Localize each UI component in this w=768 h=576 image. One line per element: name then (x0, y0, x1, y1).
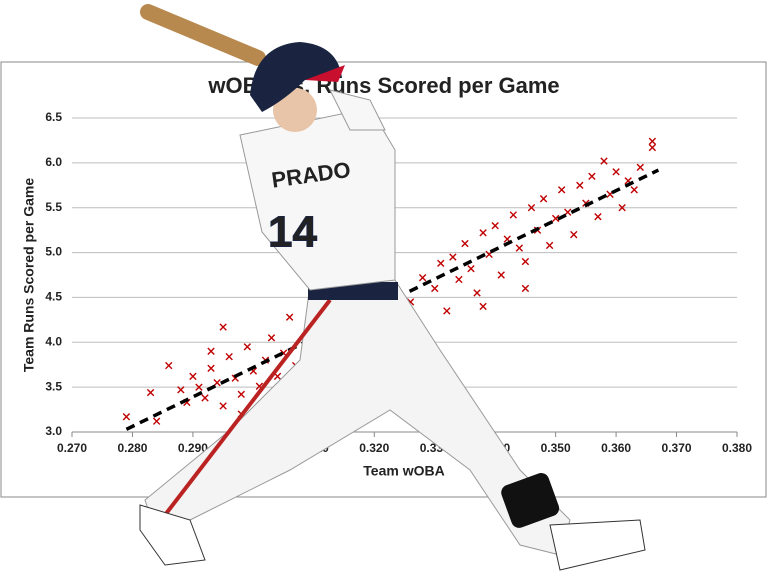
y-tick-label: 6.0 (45, 155, 62, 169)
x-tick-label: 0.380 (722, 441, 752, 455)
y-tick-label: 5.0 (45, 245, 62, 259)
point (243, 343, 252, 351)
point (443, 307, 451, 315)
point (225, 352, 233, 361)
shoe (549, 519, 646, 571)
y-tick-label: 6.5 (45, 110, 62, 124)
point (455, 275, 463, 284)
point (479, 229, 487, 237)
bat (140, 4, 266, 66)
shoe (139, 504, 206, 566)
point (612, 168, 620, 176)
point (213, 378, 221, 387)
point (431, 284, 439, 293)
point (594, 212, 602, 221)
point (521, 257, 530, 266)
point (618, 204, 626, 212)
point (461, 239, 469, 248)
point (539, 195, 548, 203)
point (570, 230, 578, 239)
y-tick-label: 4.0 (45, 334, 62, 348)
y-tick-label: 5.5 (45, 200, 62, 214)
point (449, 253, 457, 261)
point (497, 271, 505, 279)
point (521, 284, 530, 293)
point (545, 241, 554, 250)
point (195, 383, 203, 391)
point (515, 244, 524, 252)
point (588, 172, 596, 181)
point (473, 289, 481, 297)
jersey-number: 14 (268, 208, 317, 257)
helmet-brim (305, 65, 345, 82)
y-axis-label: Team Runs Scored per Game (21, 178, 37, 372)
point (551, 214, 560, 223)
x-axis-label: Team wOBA (363, 463, 444, 479)
point (219, 323, 227, 331)
point (630, 186, 638, 194)
x-tick-label: 0.370 (662, 441, 692, 455)
point (636, 163, 644, 172)
point (648, 137, 657, 146)
point (237, 390, 245, 399)
leg-guard (501, 473, 560, 528)
face (273, 88, 317, 132)
point (437, 259, 445, 268)
y-tick-label: 3.5 (45, 379, 62, 393)
point (576, 181, 584, 189)
point (207, 364, 215, 372)
point (285, 313, 294, 321)
helmet (250, 42, 342, 112)
point (177, 386, 185, 394)
point (152, 417, 161, 425)
point (201, 394, 209, 402)
point (165, 361, 173, 370)
pants (144, 279, 571, 556)
point (189, 372, 197, 381)
point (600, 157, 608, 165)
pants-stripe (163, 298, 332, 517)
x-tick-label: 0.320 (359, 441, 389, 455)
trendline (125, 168, 660, 431)
point (267, 334, 276, 342)
point (122, 413, 131, 421)
point (219, 402, 227, 410)
point (491, 221, 499, 230)
point (509, 211, 518, 219)
point (146, 388, 155, 397)
x-tick-label: 0.280 (117, 441, 147, 455)
x-tick-label: 0.270 (57, 441, 87, 455)
point (418, 273, 427, 282)
y-tick-label: 4.5 (45, 290, 62, 304)
point (207, 347, 215, 355)
point (557, 186, 566, 194)
y-tick-label: 3.0 (45, 424, 62, 438)
x-tick-label: 0.290 (178, 441, 208, 455)
arm (329, 89, 386, 131)
point (527, 204, 536, 212)
x-tick-label: 0.350 (541, 441, 571, 455)
player-photo: PRADO 14 (139, 4, 646, 571)
point (648, 143, 657, 152)
x-tick-label: 0.360 (601, 441, 631, 455)
point (467, 265, 475, 273)
point (479, 302, 487, 311)
